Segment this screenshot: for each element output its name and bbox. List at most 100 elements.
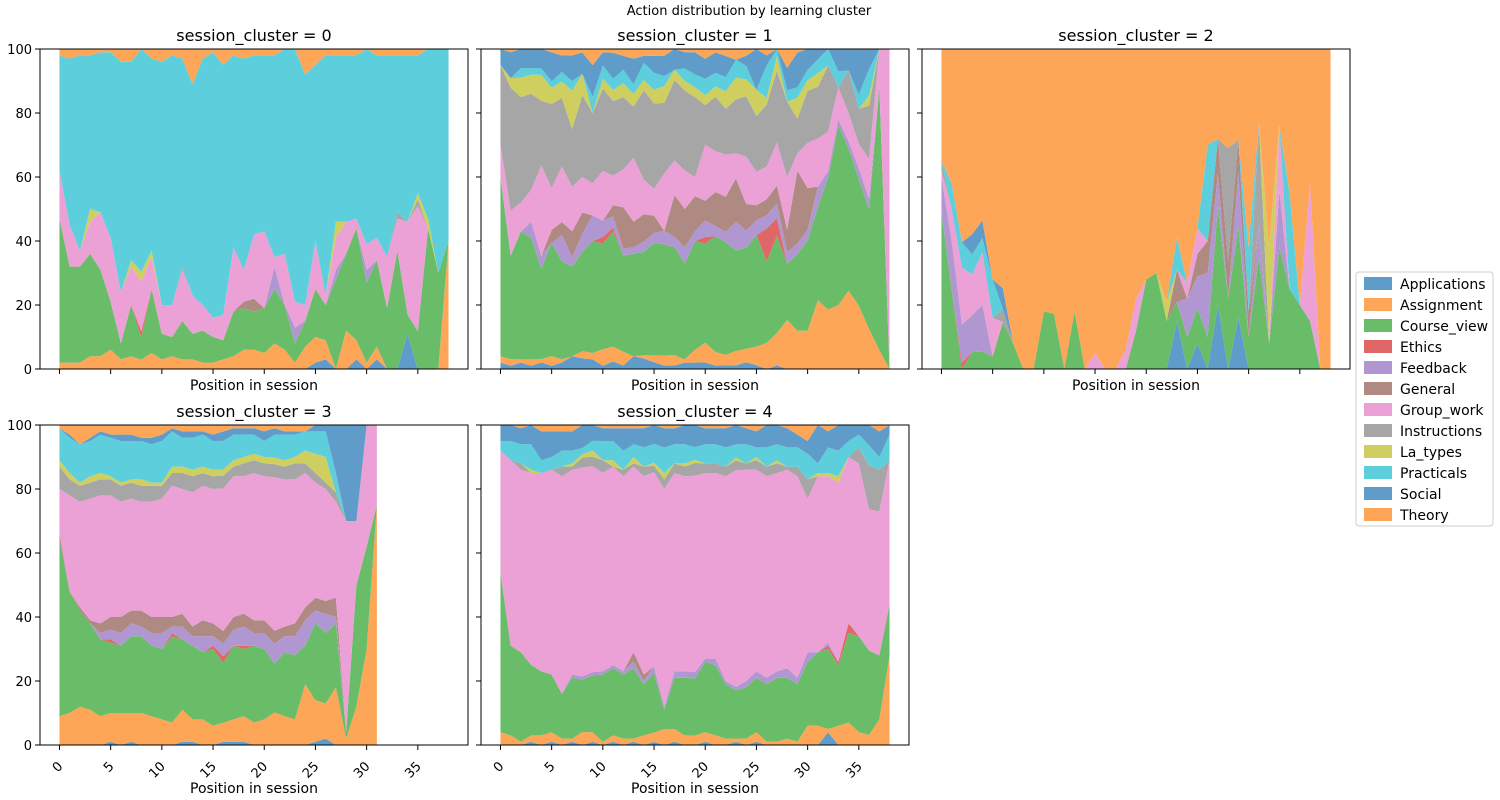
panel-title: session_cluster = 2 bbox=[1058, 26, 1213, 46]
panel-title: session_cluster = 1 bbox=[617, 26, 772, 46]
area-la-types bbox=[59, 425, 377, 521]
y-tick-label: 80 bbox=[15, 107, 32, 122]
area-course-view bbox=[59, 505, 377, 739]
x-axis-label: Position in session bbox=[190, 378, 318, 394]
panel-2: session_cluster = 2 Position in session bbox=[917, 26, 1351, 394]
legend-label-instructions: Instructions bbox=[1400, 424, 1482, 440]
area-general bbox=[500, 86, 890, 370]
panel-3: session_cluster = 3 Position in session 0 5… bbox=[7, 402, 469, 797]
area-assignment bbox=[59, 505, 377, 745]
legend-swatch-instructions bbox=[1364, 424, 1392, 437]
legend-frame bbox=[1355, 271, 1494, 527]
figure-suptitle: Action distribution by learning cluster bbox=[627, 4, 872, 19]
area-theory bbox=[941, 49, 1331, 369]
x-axis-label: Position in session bbox=[190, 781, 318, 797]
panel-0: session_cluster = 0 Position in session 0 2… bbox=[7, 26, 469, 394]
panel-4: session_cluster = 4 Position in session 0 5… bbox=[476, 402, 910, 797]
area-group-work bbox=[941, 125, 1331, 369]
legend-label-general: General bbox=[1400, 382, 1455, 398]
legend-label-ethics: Ethics bbox=[1400, 340, 1442, 356]
area-course-view bbox=[500, 572, 890, 742]
y-tick-label: 60 bbox=[15, 171, 32, 186]
legend-label-applications: Applications bbox=[1400, 277, 1486, 293]
panel-title: session_cluster = 3 bbox=[176, 402, 331, 422]
areas bbox=[941, 49, 1331, 369]
area-social bbox=[500, 49, 890, 97]
area-instructions bbox=[59, 425, 377, 521]
x-tick-label: 25 bbox=[300, 759, 322, 781]
y-tick-label: 40 bbox=[15, 235, 32, 250]
area-assignment bbox=[500, 290, 890, 369]
axes-frame bbox=[480, 48, 910, 370]
area-theory bbox=[59, 49, 449, 85]
x-tick-label: 35 bbox=[843, 759, 865, 781]
x-axis-label: Position in session bbox=[631, 781, 759, 797]
legend-label-group-work: Group_work bbox=[1400, 403, 1484, 419]
area-theory bbox=[500, 425, 890, 441]
x-tick-label: 10 bbox=[146, 759, 168, 781]
legend-label-la-types: La_types bbox=[1400, 445, 1462, 461]
legend-label-assignment: Assignment bbox=[1400, 298, 1483, 314]
legend-label-social: Social bbox=[1400, 487, 1442, 503]
area-applications bbox=[941, 305, 1331, 369]
area-course-view bbox=[941, 205, 1331, 369]
area-theory bbox=[59, 425, 377, 445]
legend-swatch-feedback bbox=[1364, 361, 1392, 374]
axes-frame bbox=[39, 424, 469, 746]
area-la-types bbox=[500, 447, 890, 483]
y-tick-label: 0 bbox=[24, 363, 32, 378]
legend-label-course-view: Course_view bbox=[1400, 319, 1488, 335]
axes-frame bbox=[480, 424, 910, 746]
area-social bbox=[500, 425, 890, 464]
legend-label-feedback: Feedback bbox=[1400, 361, 1468, 377]
area-course-view bbox=[500, 86, 890, 370]
x-tick-label: 5 bbox=[101, 759, 117, 775]
area-applications bbox=[59, 738, 377, 745]
areas bbox=[59, 425, 377, 745]
y-tick-label: 20 bbox=[15, 675, 32, 690]
y-tick-label: 60 bbox=[15, 547, 32, 562]
x-tick-label: 35 bbox=[402, 759, 424, 781]
area-group-work bbox=[59, 170, 449, 344]
areas bbox=[500, 425, 890, 745]
legend-label-practicals: Practicals bbox=[1400, 466, 1467, 482]
area-feedback bbox=[500, 572, 890, 710]
area-practicals bbox=[59, 49, 449, 318]
x-tick-label: 20 bbox=[690, 759, 712, 781]
y-tick-label: 100 bbox=[7, 419, 32, 434]
area-practicals bbox=[500, 49, 890, 113]
legend-swatch-general bbox=[1364, 382, 1392, 395]
legend-label-theory: Theory bbox=[1399, 508, 1449, 524]
legend-swatch-social bbox=[1364, 487, 1392, 500]
panel-1: session_cluster = 1 Position in session bbox=[476, 26, 910, 394]
legend-swatch-course-view bbox=[1364, 319, 1392, 332]
legend: Applications Assignment Course_view Ethics F… bbox=[1355, 271, 1494, 527]
area-la-types bbox=[500, 49, 890, 129]
axes-frame bbox=[39, 48, 469, 370]
area-general bbox=[59, 505, 377, 733]
area-social bbox=[59, 425, 377, 521]
area-instructions bbox=[941, 122, 1331, 369]
x-tick-label: 5 bbox=[542, 759, 558, 775]
x-tick-label: 20 bbox=[249, 759, 271, 781]
area-group-work bbox=[500, 49, 890, 369]
y-tick-label: 0 bbox=[24, 739, 32, 754]
area-course-view bbox=[59, 218, 449, 369]
y-tick-label: 100 bbox=[7, 43, 32, 58]
y-tick-label: 20 bbox=[15, 299, 32, 314]
x-tick-label: 15 bbox=[639, 759, 661, 781]
area-instructions bbox=[500, 447, 890, 512]
y-tick-label: 80 bbox=[15, 483, 32, 498]
x-axis-label: Position in session bbox=[631, 378, 759, 394]
area-group-work bbox=[59, 425, 377, 733]
area-group-work bbox=[500, 450, 890, 707]
y-tick-label: 40 bbox=[15, 611, 32, 626]
legend-swatch-applications bbox=[1364, 277, 1392, 290]
area-assignment bbox=[59, 241, 449, 369]
area-feedback bbox=[941, 171, 1331, 369]
x-tick-label: 30 bbox=[351, 759, 373, 781]
x-tick-label: 10 bbox=[587, 759, 609, 781]
area-applications bbox=[59, 333, 449, 369]
area-assignment bbox=[500, 655, 890, 745]
